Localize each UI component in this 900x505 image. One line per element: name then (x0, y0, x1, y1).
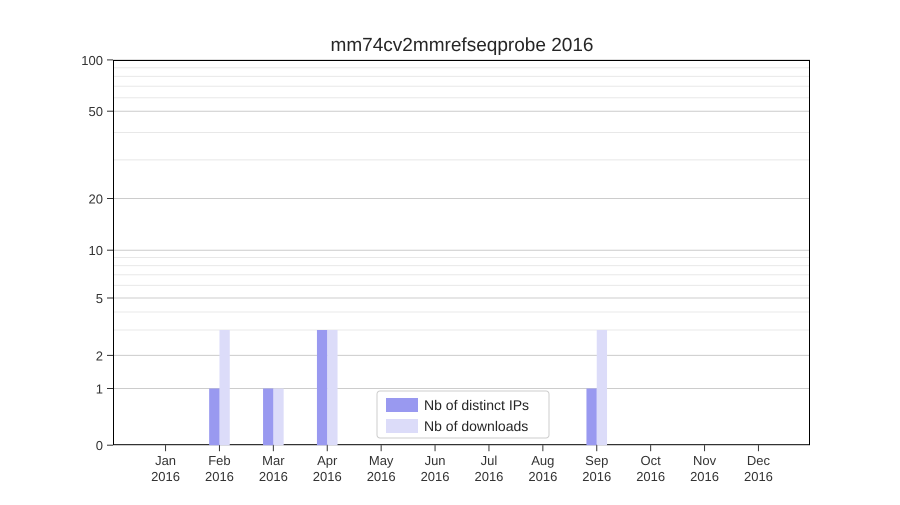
svg-text:Jul: Jul (481, 453, 498, 468)
svg-text:Mar: Mar (262, 453, 285, 468)
svg-text:mm74cv2mmrefseqprobe 2016: mm74cv2mmrefseqprobe 2016 (331, 35, 594, 56)
svg-text:2016: 2016 (205, 469, 234, 484)
svg-text:2016: 2016 (690, 469, 719, 484)
svg-text:Nb of downloads: Nb of downloads (424, 418, 528, 434)
svg-text:Nb of distinct IPs: Nb of distinct IPs (424, 397, 529, 413)
svg-text:2016: 2016 (528, 469, 557, 484)
svg-text:50: 50 (89, 104, 103, 119)
svg-text:Jan: Jan (155, 453, 176, 468)
svg-text:Jun: Jun (425, 453, 446, 468)
svg-text:2016: 2016 (744, 469, 773, 484)
svg-text:Feb: Feb (208, 453, 230, 468)
svg-text:2016: 2016 (421, 469, 450, 484)
svg-text:Apr: Apr (317, 453, 338, 468)
svg-text:Oct: Oct (641, 453, 662, 468)
svg-text:2016: 2016 (313, 469, 342, 484)
svg-text:1: 1 (96, 382, 103, 397)
svg-text:2016: 2016 (151, 469, 180, 484)
svg-text:Nov: Nov (693, 453, 717, 468)
svg-text:2016: 2016 (367, 469, 396, 484)
svg-text:2016: 2016 (582, 469, 611, 484)
svg-text:2016: 2016 (474, 469, 503, 484)
svg-text:5: 5 (96, 291, 103, 306)
svg-text:2: 2 (96, 348, 103, 363)
svg-text:Dec: Dec (747, 453, 771, 468)
svg-text:20: 20 (89, 192, 103, 207)
svg-text:100: 100 (81, 53, 103, 68)
svg-text:0: 0 (96, 438, 103, 453)
svg-text:May: May (369, 453, 394, 468)
svg-text:2016: 2016 (259, 469, 288, 484)
svg-text:2016: 2016 (636, 469, 665, 484)
svg-text:Sep: Sep (585, 453, 608, 468)
svg-text:Aug: Aug (531, 453, 554, 468)
svg-text:10: 10 (89, 243, 103, 258)
